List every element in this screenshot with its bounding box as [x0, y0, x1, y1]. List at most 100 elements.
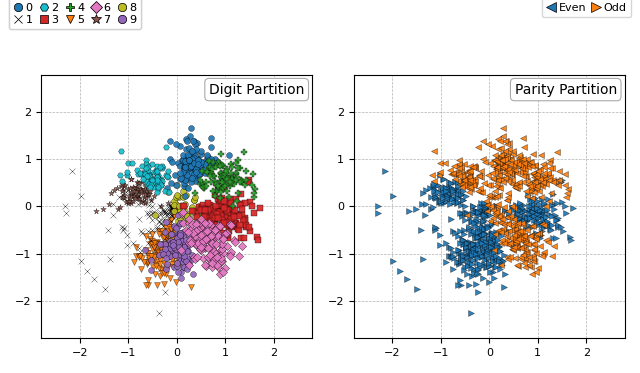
- Point: [510, 255, 520, 261]
- Point: [196, 159, 206, 165]
- Point: [163, 238, 173, 244]
- Point: [514, 215, 524, 221]
- Point: [177, 157, 188, 163]
- Point: [229, 207, 239, 213]
- Point: [161, 266, 171, 272]
- Point: [143, 164, 154, 170]
- Point: [189, 138, 199, 144]
- Point: [497, 164, 507, 170]
- Point: [485, 213, 495, 219]
- Point: [510, 225, 520, 231]
- Point: [195, 223, 205, 229]
- Point: [515, 228, 525, 234]
- Point: [156, 270, 166, 276]
- Point: [479, 204, 490, 210]
- Point: [211, 261, 221, 267]
- Point: [195, 245, 205, 251]
- Point: [175, 258, 185, 264]
- Point: [152, 189, 162, 195]
- Point: [238, 217, 248, 223]
- Point: [515, 202, 525, 208]
- Point: [209, 249, 219, 255]
- Point: [534, 207, 545, 213]
- Point: [240, 215, 250, 221]
- Point: [226, 170, 236, 176]
- Point: [529, 209, 539, 215]
- Point: [509, 244, 519, 250]
- Point: [152, 282, 162, 288]
- Point: [175, 176, 186, 182]
- Point: [492, 194, 502, 200]
- Point: [498, 150, 508, 156]
- Point: [179, 163, 189, 169]
- Point: [477, 224, 487, 230]
- Point: [508, 246, 518, 252]
- Point: [180, 177, 190, 183]
- Point: [528, 258, 538, 264]
- Point: [456, 192, 466, 198]
- Point: [179, 166, 189, 172]
- Point: [521, 249, 531, 255]
- Point: [450, 179, 460, 185]
- Point: [480, 225, 490, 231]
- Point: [520, 241, 531, 247]
- Point: [181, 226, 191, 232]
- Point: [147, 231, 157, 237]
- Point: [380, 168, 390, 174]
- Point: [560, 171, 570, 177]
- Point: [452, 247, 463, 253]
- Point: [196, 232, 207, 238]
- Point: [453, 282, 463, 288]
- Point: [519, 207, 529, 213]
- Point: [158, 251, 168, 257]
- Point: [213, 159, 223, 165]
- Point: [76, 258, 86, 264]
- Point: [140, 171, 150, 177]
- Point: [247, 182, 257, 188]
- Point: [502, 197, 512, 203]
- Point: [465, 177, 475, 183]
- Point: [533, 168, 543, 174]
- Point: [527, 209, 538, 215]
- Point: [181, 160, 191, 166]
- Point: [523, 216, 533, 222]
- Point: [488, 207, 498, 213]
- Point: [499, 165, 509, 171]
- Point: [454, 173, 465, 179]
- Point: [140, 259, 150, 265]
- Point: [556, 224, 566, 230]
- Point: [499, 252, 509, 258]
- Point: [472, 267, 483, 273]
- Point: [507, 245, 517, 251]
- Point: [530, 172, 540, 178]
- Point: [243, 179, 253, 185]
- Point: [434, 172, 444, 178]
- Point: [523, 222, 533, 228]
- Point: [517, 164, 527, 170]
- Point: [154, 211, 164, 217]
- Point: [230, 239, 240, 245]
- Point: [158, 241, 168, 247]
- Point: [168, 235, 178, 241]
- Point: [445, 201, 456, 207]
- Point: [472, 246, 483, 252]
- Point: [167, 204, 177, 210]
- Point: [233, 226, 243, 232]
- Point: [431, 183, 442, 189]
- Point: [513, 263, 524, 269]
- Point: [193, 167, 204, 173]
- Point: [143, 228, 153, 234]
- Point: [442, 195, 452, 201]
- Point: [131, 244, 141, 250]
- Point: [532, 206, 542, 211]
- Point: [231, 196, 241, 202]
- Point: [136, 188, 146, 194]
- Point: [166, 217, 177, 223]
- Point: [155, 249, 165, 255]
- Point: [435, 169, 445, 175]
- Point: [509, 235, 520, 241]
- Point: [496, 157, 506, 163]
- Point: [512, 223, 522, 229]
- Point: [142, 181, 152, 187]
- Point: [473, 234, 483, 240]
